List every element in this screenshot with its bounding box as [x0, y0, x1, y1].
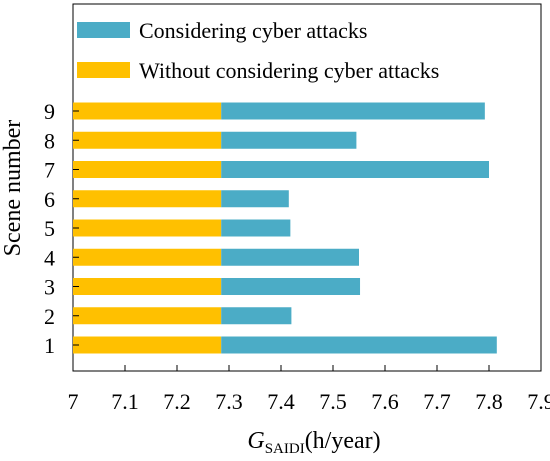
- y-tick-label: 4: [44, 245, 55, 270]
- x-tick-label: 7.9: [527, 389, 550, 414]
- x-tick-label: 7.7: [423, 389, 451, 414]
- y-tick-label: 8: [44, 128, 55, 153]
- x-axis-title-subscript: SAIDI: [265, 441, 305, 457]
- x-tick-label: 7.5: [319, 389, 347, 414]
- y-tick-label: 2: [44, 304, 55, 329]
- x-tick-label: 7.6: [371, 389, 399, 414]
- bar-without-attacks-scene-4: [73, 249, 221, 266]
- y-tick-label: 9: [44, 99, 55, 124]
- y-tick-label: 6: [44, 187, 55, 212]
- bar-with-attacks-scene-6: [221, 190, 289, 207]
- bar-without-attacks-scene-1: [73, 337, 221, 354]
- legend-label-with-attacks: Considering cyber attacks: [139, 18, 368, 43]
- x-tick-label: 7.3: [215, 389, 243, 414]
- bar-without-attacks-scene-9: [73, 103, 221, 120]
- y-axis-title: Scene number: [0, 120, 26, 257]
- x-axis-title-main: G: [247, 428, 264, 454]
- bar-without-attacks-scene-6: [73, 190, 221, 207]
- bar-with-attacks-scene-3: [221, 278, 360, 295]
- bar-without-attacks-scene-8: [73, 132, 221, 149]
- bar-without-attacks-scene-2: [73, 307, 221, 324]
- y-tick-label: 1: [44, 333, 55, 358]
- bars-group: [73, 103, 497, 354]
- bar-with-attacks-scene-7: [221, 161, 489, 178]
- x-axis-title: GSAIDI(h/year): [247, 428, 380, 457]
- bar-with-attacks-scene-2: [221, 307, 291, 324]
- x-tick-label: 7: [68, 389, 79, 414]
- bar-without-attacks-scene-5: [73, 220, 221, 237]
- x-ticks-group: 7 7.1 7.2 7.3 7.4 7.5 7.6 7.7 7.8 7.9: [68, 365, 550, 414]
- bar-without-attacks-scene-7: [73, 161, 221, 178]
- legend-swatch-with-attacks: [77, 22, 130, 38]
- x-tick-label: 7.8: [475, 389, 503, 414]
- bar-with-attacks-scene-4: [221, 249, 359, 266]
- legend-label-without-attacks: Without considering cyber attacks: [139, 58, 439, 83]
- legend: Considering cyber attacks Without conside…: [77, 18, 439, 83]
- bar-with-attacks-scene-1: [221, 337, 497, 354]
- y-tick-label: 7: [44, 158, 55, 183]
- y-tick-label: 3: [44, 275, 55, 300]
- bar-with-attacks-scene-8: [221, 132, 356, 149]
- x-tick-label: 7.4: [267, 389, 295, 414]
- bar-with-attacks-scene-5: [221, 220, 290, 237]
- bar-without-attacks-scene-3: [73, 278, 221, 295]
- y-tick-label: 5: [44, 216, 55, 241]
- x-axis-title-unit: (h/year): [305, 428, 381, 454]
- x-tick-label: 7.1: [111, 389, 139, 414]
- legend-swatch-without-attacks: [77, 62, 130, 78]
- x-tick-label: 7.2: [163, 389, 191, 414]
- bar-with-attacks-scene-9: [221, 103, 485, 120]
